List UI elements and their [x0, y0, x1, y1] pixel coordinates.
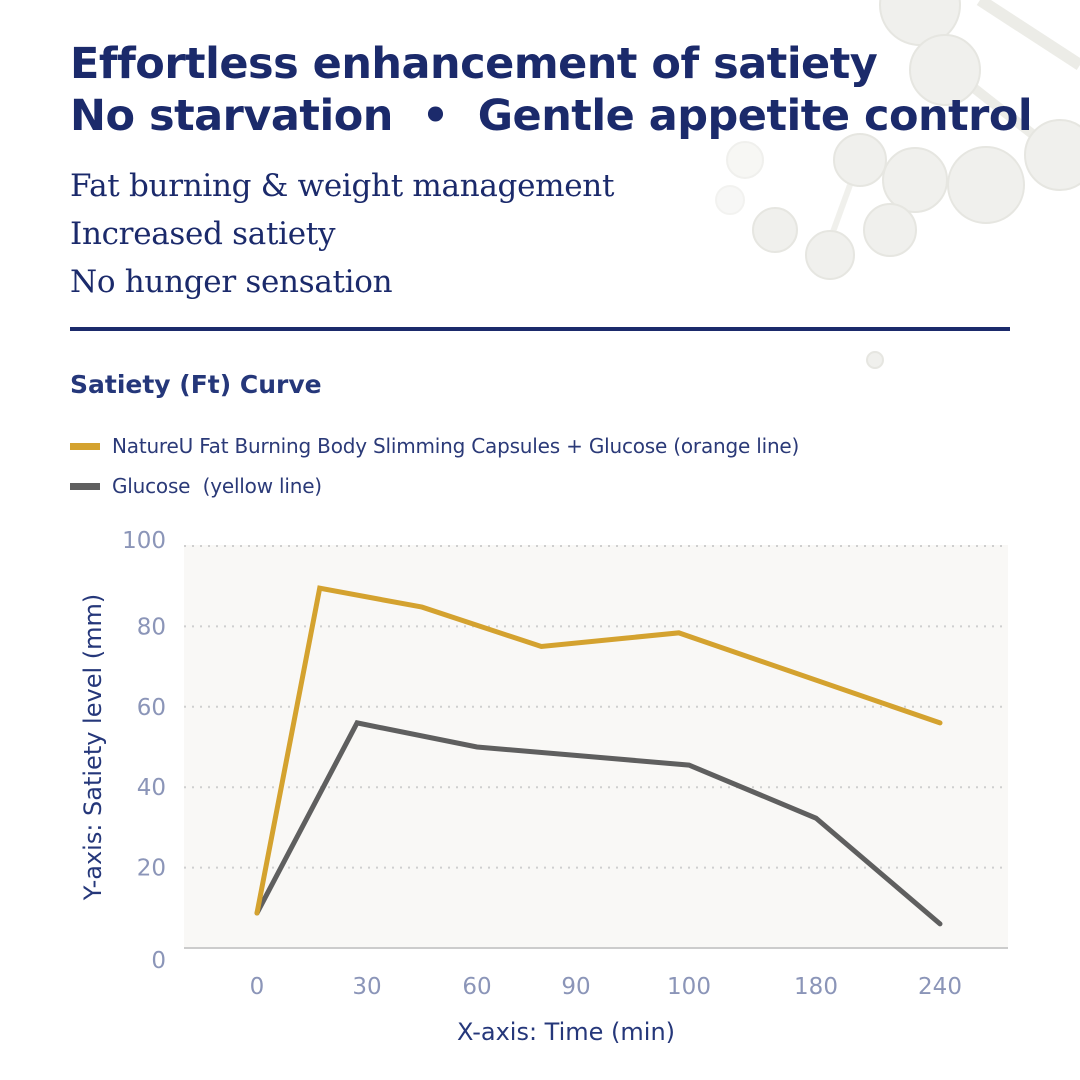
chart-title: Satiety (Ft) Curve [70, 370, 322, 399]
molecule-icon [715, 0, 1080, 369]
x-tick-label: 60 [462, 974, 491, 1000]
section-divider [70, 327, 1010, 331]
x-tick-label: 240 [918, 974, 962, 1000]
legend-item-capsules: NatureU Fat Burning Body Slimming Capsul… [70, 426, 799, 466]
legend-item-glucose: Glucose (yellow line) [70, 466, 799, 506]
y-tick-label: 40 [137, 775, 166, 801]
benefit-item: Increased satiety [70, 216, 336, 252]
legend-swatch-gray [70, 482, 100, 490]
x-tick-label: 180 [794, 974, 838, 1000]
y-axis-title: Y-axis: Satiety level (mm) [79, 594, 107, 901]
legend-label: Glucose (yellow line) [112, 474, 322, 498]
benefit-item: No hunger sensation [70, 264, 393, 300]
headline-line-1: Effortless enhancement of satiety [70, 39, 878, 89]
x-tick-label: 0 [250, 974, 265, 1000]
y-tick-label: 20 [137, 856, 166, 882]
y-tick-label: 100 [122, 528, 166, 554]
plot-background [184, 545, 1008, 948]
x-axis-title: X-axis: Time (min) [457, 1018, 675, 1046]
line-chart: 0 20 40 60 80 100 0 30 60 90 100 180 240 Y-axis: Sa… [79, 528, 1008, 1046]
x-tick-label: 30 [352, 974, 381, 1000]
y-tick-label: 80 [137, 614, 166, 640]
benefit-list: Fat burning & weight management Increase… [70, 162, 614, 306]
legend-label: NatureU Fat Burning Body Slimming Capsul… [112, 434, 800, 458]
x-tick-label: 90 [561, 974, 590, 1000]
series-line-capsules [254, 585, 943, 916]
chart-legend: NatureU Fat Burning Body Slimming Capsul… [70, 426, 799, 506]
headline: Effortless enhancement of satiety No sta… [70, 38, 1033, 142]
y-tick-label: 0 [151, 948, 166, 974]
legend-swatch-orange [70, 442, 100, 450]
series-line-glucose [254, 720, 943, 927]
headline-line-2: No starvation • Gentle appetite control [70, 91, 1033, 141]
x-tick-label: 100 [667, 974, 711, 1000]
benefit-item: Fat burning & weight management [70, 168, 615, 204]
y-tick-label: 60 [137, 695, 166, 721]
